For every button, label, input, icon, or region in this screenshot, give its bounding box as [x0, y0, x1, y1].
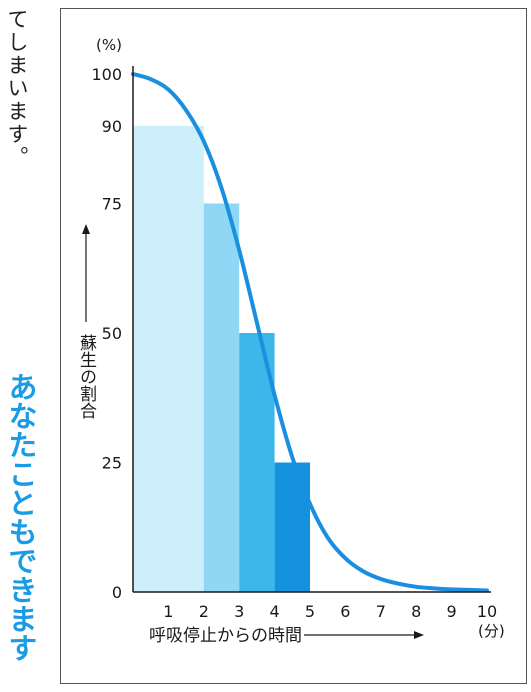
y-axis-label: 蘇生の割合	[76, 334, 97, 419]
y-tick-label: 0	[112, 583, 122, 602]
bar-4	[274, 462, 310, 592]
x-ticks-group: 1 2 3 4 5 6 7 8 9 10	[163, 602, 497, 621]
y-tick-label: 50	[102, 324, 122, 343]
x-label-arrow-head	[414, 631, 424, 639]
x-tick-label: 2	[199, 602, 209, 621]
x-tick-label: 8	[411, 602, 421, 621]
x-tick-label: 5	[305, 602, 315, 621]
x-tick-label: 6	[340, 602, 350, 621]
y-tick-label: 90	[102, 117, 122, 136]
x-tick-label: 4	[270, 602, 280, 621]
body-text-fragment: てしまいます。	[5, 8, 29, 169]
x-tick-label: 9	[447, 602, 457, 621]
y-tick-label: 75	[102, 195, 122, 214]
y-label-arrow-head	[82, 224, 90, 234]
bar-2	[203, 203, 240, 592]
x-axis-label: 呼吸停止からの時間	[149, 626, 302, 646]
y-ticks-group: 0 25 50 75 90 100	[91, 65, 122, 602]
x-tick-label: 1	[163, 602, 173, 621]
y-tick-label: 25	[102, 454, 122, 473]
side-banner-text: あなたこともできます	[4, 372, 38, 662]
bar-1	[133, 125, 204, 593]
x-tick-label: 3	[234, 602, 244, 621]
x-unit-label: (分)	[478, 622, 505, 640]
bars-group	[133, 125, 310, 593]
x-tick-label: 7	[376, 602, 386, 621]
x-tick-label: 10	[477, 602, 497, 621]
survival-curve	[131, 72, 489, 593]
y-tick-label: 100	[91, 65, 122, 84]
y-unit-label: (%)	[96, 36, 122, 54]
